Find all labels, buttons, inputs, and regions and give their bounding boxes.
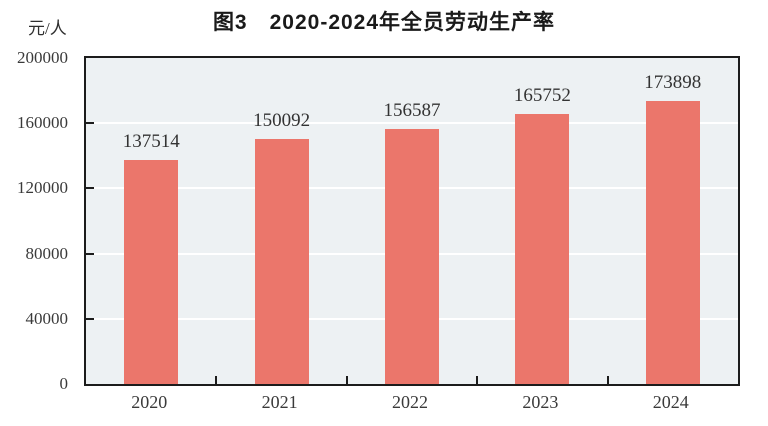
x-tick-label: 2021 — [261, 392, 298, 412]
x-axis-labels: 2020 2021 2022 2023 2024 — [84, 392, 740, 418]
x-tick-label: 2022 — [392, 392, 428, 412]
y-tick-label: 80000 — [25, 243, 69, 263]
gridline — [86, 122, 738, 125]
y-tick-label: 120000 — [17, 178, 68, 198]
x-axis-tick — [606, 376, 609, 384]
y-axis-tick — [86, 317, 94, 320]
y-tick-label: 160000 — [17, 113, 68, 133]
y-tick-label: 200000 — [17, 48, 68, 67]
y-axis-labels: 0 40000 80000 120000 160000 200000 — [0, 48, 76, 393]
y-tick-label: 0 — [59, 374, 69, 393]
bar — [254, 139, 309, 384]
bar-value-label: 156587 — [383, 99, 441, 121]
x-axis-tick — [476, 376, 479, 384]
bar-value-label: 165752 — [513, 84, 571, 106]
bar — [645, 100, 700, 384]
bar-value-label: 173898 — [644, 71, 702, 93]
y-axis-tick — [86, 187, 94, 190]
x-tick-label: 2020 — [131, 392, 168, 412]
x-axis-tick — [215, 376, 218, 384]
chart-title: 图3 2020-2024年全员劳动生产率 — [212, 11, 556, 34]
x-tick-label: 2023 — [522, 392, 559, 412]
y-tick-label: 40000 — [25, 308, 69, 328]
bar — [385, 128, 439, 384]
x-axis-tick — [345, 376, 348, 384]
plot-area: 137514 150092 156587 165752 173898 — [84, 56, 740, 386]
y-axis-tick — [86, 252, 94, 255]
bar — [515, 113, 570, 384]
x-tick-label: 2024 — [652, 392, 689, 412]
bar — [124, 159, 179, 384]
bar-value-label: 137514 — [122, 130, 180, 152]
bar-value-label: 150092 — [253, 110, 311, 132]
y-axis-tick — [86, 122, 94, 125]
y-axis-unit-label: 元/人 — [28, 19, 67, 38]
